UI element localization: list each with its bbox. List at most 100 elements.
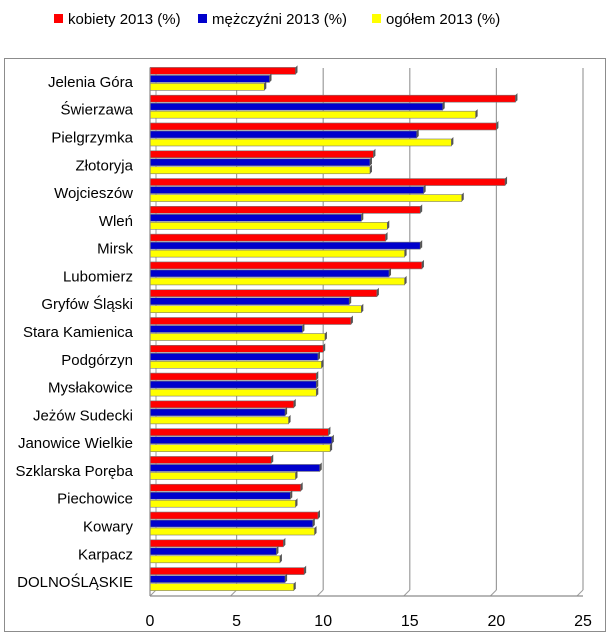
x-tick-label: 25: [574, 613, 592, 630]
legend-swatch: [372, 14, 381, 23]
bar-side: [316, 387, 319, 397]
x-tick-label: 10: [314, 613, 332, 630]
bar: [149, 380, 317, 389]
bar-side: [290, 490, 293, 500]
gridline-foot: [490, 589, 497, 597]
bar-side: [321, 359, 324, 369]
bar: [149, 241, 421, 250]
bar: [149, 388, 317, 397]
bar: [149, 511, 319, 520]
legend-item: mężczyźni 2013 (%): [198, 11, 347, 28]
bar-side: [304, 565, 307, 575]
bar: [149, 400, 295, 409]
category-label: Wleń: [99, 213, 133, 230]
bar: [149, 539, 284, 548]
bar-side: [420, 204, 423, 214]
bar: [149, 122, 497, 131]
bar-side: [293, 581, 296, 591]
bar-side: [420, 240, 423, 250]
bar: [149, 110, 476, 119]
bar-side: [361, 303, 364, 313]
bar: [149, 233, 386, 242]
bar: [149, 214, 362, 222]
category-label: Karpacz: [78, 546, 133, 563]
bar-side: [285, 406, 288, 416]
bar: [149, 222, 388, 230]
bar-side: [421, 259, 424, 269]
bar: [149, 372, 317, 381]
legend-label: kobiety 2013 (%): [68, 11, 181, 28]
bar: [149, 178, 506, 186]
bar-side: [271, 454, 274, 464]
legend-label: ogółem 2013 (%): [386, 11, 500, 28]
chart-area-border: [4, 58, 606, 632]
bar-side: [295, 498, 298, 508]
bar: [149, 138, 452, 147]
bar: [149, 408, 286, 417]
bar-side: [312, 518, 315, 528]
bar-side: [328, 426, 331, 436]
bar-side: [423, 184, 426, 194]
bar-side: [269, 73, 272, 83]
bar-side: [404, 248, 407, 258]
bar: [149, 464, 321, 472]
bar: [149, 527, 315, 536]
legend-label: mężczyźni 2013 (%): [212, 11, 347, 28]
x-tick-label: 20: [488, 613, 506, 630]
gridline-foot: [316, 589, 324, 597]
category-label: Mysłakowice: [48, 380, 133, 397]
bar-side: [515, 93, 518, 103]
bar-side: [295, 470, 298, 480]
bar: [149, 297, 350, 306]
bar-side: [387, 220, 390, 230]
bar-side: [295, 65, 298, 75]
x-tick-label: 15: [401, 613, 419, 630]
category-label: Wojcieszów: [54, 185, 133, 202]
bar: [149, 547, 277, 556]
category-label: Stara Kamienica: [23, 324, 134, 341]
category-label: Szklarska Poręba: [15, 463, 133, 480]
bar-side: [442, 101, 445, 111]
bar: [149, 158, 371, 167]
bar-side: [324, 331, 327, 341]
bar: [149, 102, 444, 111]
gridline-foot: [403, 589, 411, 597]
bar-side: [505, 176, 508, 186]
bar-side: [285, 573, 288, 583]
legend-swatch: [198, 14, 207, 23]
bar-side: [331, 434, 334, 444]
bar: [149, 436, 333, 444]
bar: [149, 94, 516, 103]
bar-side: [283, 537, 286, 547]
x-tick-label: 0: [146, 613, 155, 630]
bar-side: [293, 398, 296, 408]
bar-side: [302, 323, 305, 333]
bar-side: [461, 192, 464, 202]
category-label: Gryfów Śląski: [41, 295, 133, 313]
bar: [149, 277, 405, 286]
category-label: Piechowice: [57, 491, 133, 508]
bar: [149, 289, 378, 298]
category-label: Janowice Wielkie: [18, 435, 133, 452]
bar-side: [300, 482, 303, 492]
bar: [149, 555, 281, 564]
bar-side: [451, 136, 454, 146]
category-label: Podgórzyn: [61, 352, 133, 369]
x-tick-label: 5: [232, 613, 241, 630]
bar: [149, 206, 421, 214]
bar-side: [316, 371, 319, 381]
bar: [149, 416, 289, 425]
bar-side: [314, 526, 317, 536]
bar: [149, 269, 390, 278]
bar-side: [279, 553, 282, 563]
bar-side: [349, 295, 352, 305]
category-label: Kowary: [83, 519, 134, 536]
category-label: Lubomierz: [63, 268, 133, 285]
bar-side: [385, 232, 388, 242]
bar: [149, 483, 301, 492]
bar: [149, 325, 303, 333]
bar: [149, 333, 326, 341]
bar: [149, 186, 424, 194]
bar: [149, 344, 324, 353]
